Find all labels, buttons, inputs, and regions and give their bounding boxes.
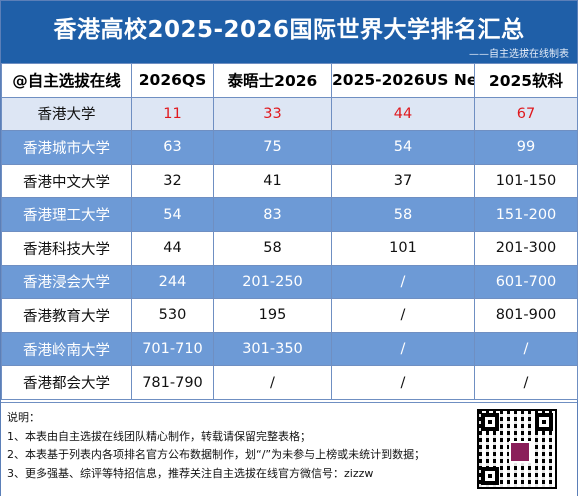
table-row: 香港都会大学 781-790 / / / <box>1 365 578 400</box>
shanghairanking-rank-cell: 101-150 <box>474 163 578 199</box>
usnews-rank-cell: / <box>331 264 475 300</box>
qs-rank-cell: 701-710 <box>131 331 214 367</box>
title-banner: 香港高校2025-2026国际世界大学排名汇总 ——自主选拔在线制表 <box>1 1 577 63</box>
qs-rank-cell: 781-790 <box>131 365 214 400</box>
usnews-rank-cell: 44 <box>331 96 475 132</box>
school-name-cell: 香港浸会大学 <box>1 264 132 300</box>
shanghairanking-rank-cell: 67 <box>474 96 578 132</box>
school-name-cell: 香港城市大学 <box>1 130 132 165</box>
usnews-rank-cell: / <box>331 298 475 333</box>
qs-rank-cell: 11 <box>131 96 214 132</box>
the-rank-cell: 58 <box>213 230 332 266</box>
column-header-the: 泰晤士2026 <box>213 63 332 98</box>
shanghairanking-rank-cell: 99 <box>474 130 578 165</box>
school-name-cell: 香港岭南大学 <box>1 331 132 367</box>
table-row: 香港中文大学 32 41 37 101-150 <box>1 163 578 199</box>
shanghairanking-rank-cell: 601-700 <box>474 264 578 300</box>
usnews-rank-cell: / <box>331 331 475 367</box>
note-line: 1、本表由自主选拔在线团队精心制作，转载请保留完整表格； <box>7 429 311 443</box>
notes-footer: 说明： 1、本表由自主选拔在线团队精心制作，转载请保留完整表格； 2、本表基于列… <box>1 402 577 496</box>
qs-rank-cell: 44 <box>131 230 214 266</box>
school-name-cell: 香港大学 <box>1 96 132 132</box>
usnews-rank-cell: 37 <box>331 163 475 199</box>
the-rank-cell: 83 <box>213 197 332 232</box>
shanghairanking-rank-cell: / <box>474 365 578 400</box>
column-header-usnews: 2025-2026US News <box>331 63 475 98</box>
the-rank-cell: 75 <box>213 130 332 165</box>
shanghairanking-rank-cell: 151-200 <box>474 197 578 232</box>
the-rank-cell: 195 <box>213 298 332 333</box>
the-rank-cell: 301-350 <box>213 331 332 367</box>
page-subtitle: ——自主选拔在线制表 <box>469 49 569 60</box>
ranking-table: @自主选拔在线 2026QS 泰晤士2026 2025-2026US News … <box>1 63 578 400</box>
the-rank-cell: / <box>213 365 332 400</box>
note-line: 2、本表基于列表内各项排名官方公布数据制作，划“/”为未参与上榜或未统计到数据； <box>7 448 426 461</box>
table-row: 香港浸会大学 244 201-250 / 601-700 <box>1 264 578 300</box>
shanghairanking-rank-cell: 201-300 <box>474 230 578 266</box>
usnews-rank-cell: 101 <box>331 230 475 266</box>
column-header-school: @自主选拔在线 <box>1 63 132 98</box>
qs-rank-cell: 244 <box>131 264 214 300</box>
table-row: 香港科技大学 44 58 101 201-300 <box>1 230 578 266</box>
school-name-cell: 香港科技大学 <box>1 230 132 266</box>
school-name-cell: 香港都会大学 <box>1 365 132 400</box>
notes-heading: 说明： <box>7 411 40 424</box>
qs-rank-cell: 32 <box>131 163 214 199</box>
school-name-cell: 香港教育大学 <box>1 298 132 333</box>
column-header-shanghairanking: 2025软科 <box>474 63 578 98</box>
notes-block: 说明： 1、本表由自主选拔在线团队精心制作，转载请保留完整表格； 2、本表基于列… <box>7 409 477 483</box>
table-header-row: @自主选拔在线 2026QS 泰晤士2026 2025-2026US News … <box>1 63 578 98</box>
the-rank-cell: 201-250 <box>213 264 332 300</box>
table-row: 香港理工大学 54 83 58 151-200 <box>1 197 578 232</box>
table-row: 香港岭南大学 701-710 301-350 / / <box>1 331 578 367</box>
table-row: 香港城市大学 63 75 54 99 <box>1 130 578 165</box>
qs-rank-cell: 63 <box>131 130 214 165</box>
shanghairanking-rank-cell: 801-900 <box>474 298 578 333</box>
school-name-cell: 香港中文大学 <box>1 163 132 199</box>
the-rank-cell: 41 <box>213 163 332 199</box>
school-name-cell: 香港理工大学 <box>1 197 132 232</box>
qs-rank-cell: 530 <box>131 298 214 333</box>
table-row: 香港大学 11 33 44 67 <box>1 96 578 132</box>
usnews-rank-cell: / <box>331 365 475 400</box>
usnews-rank-cell: 54 <box>331 130 475 165</box>
note-line: 3、更多强基、综评等特招信息，推荐关注自主选拔在线官方微信号：zizzw <box>7 466 374 480</box>
table-row: 香港教育大学 530 195 / 801-900 <box>1 298 578 333</box>
page-title: 香港高校2025-2026国际世界大学排名汇总 <box>53 17 525 43</box>
shanghairanking-rank-cell: / <box>474 331 578 367</box>
column-header-qs: 2026QS <box>131 63 214 98</box>
qs-rank-cell: 54 <box>131 197 214 232</box>
the-rank-cell: 33 <box>213 96 332 132</box>
usnews-rank-cell: 58 <box>331 197 475 232</box>
qr-code-icon <box>477 409 557 489</box>
